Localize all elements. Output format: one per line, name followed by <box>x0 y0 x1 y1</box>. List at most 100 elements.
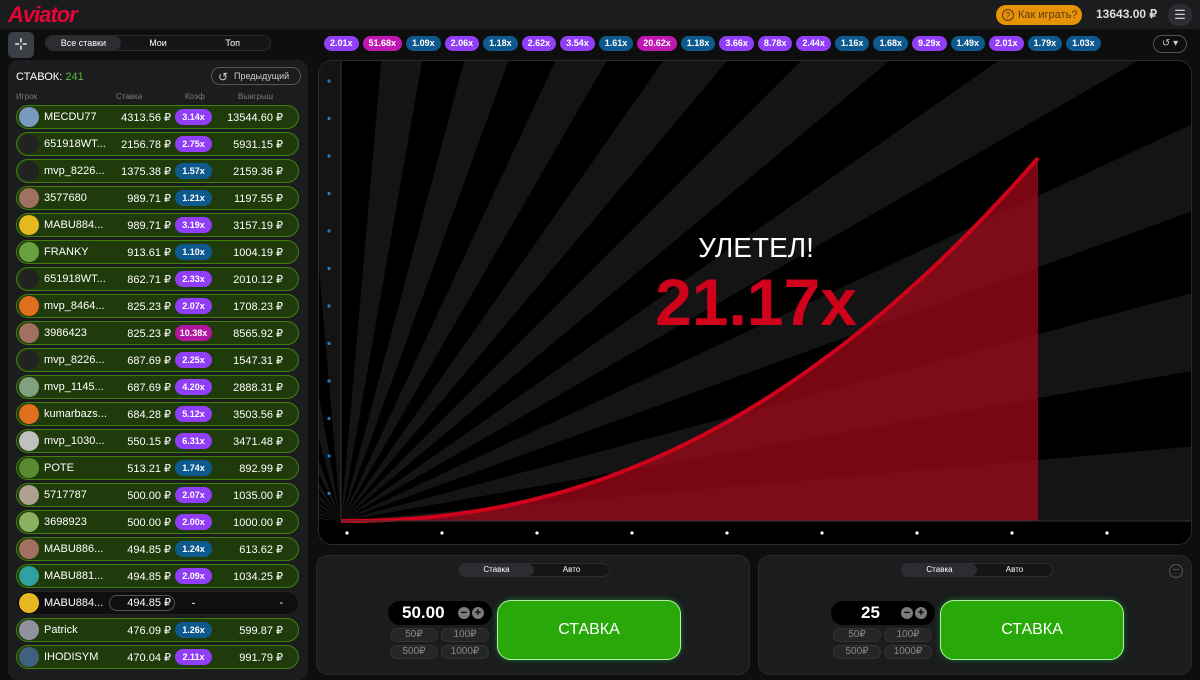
bet-amount-input[interactable]: 50.00 − + <box>388 601 492 625</box>
minus-icon[interactable]: − <box>458 607 470 619</box>
bet-row: 651918WT... 2156.78 ₽ 2.75x 5931.15 ₽ <box>16 132 299 156</box>
history-multiplier[interactable]: 20.62x <box>637 36 677 51</box>
coef-badge: 10.38x <box>175 325 212 341</box>
top-bar: Aviator ? Как играть? 13643.00 ₽ ☰ <box>0 0 1200 30</box>
quick-bet-500[interactable]: 500₽ <box>833 645 881 659</box>
column-player: Игрок <box>16 92 38 101</box>
multiplier-history: 2.01x 51.68x 1.09x 2.06x 1.18x 2.62x 3.54x 1.61… <box>324 36 1149 52</box>
history-multiplier[interactable]: 1.79x <box>1027 36 1063 51</box>
quick-bet-1000[interactable]: 1000₽ <box>884 645 932 659</box>
quick-bet-100[interactable]: 100₽ <box>441 628 489 642</box>
place-bet-button[interactable]: СТАВКА <box>940 600 1124 660</box>
how-to-play-button[interactable]: ? Как играть? <box>996 5 1082 25</box>
y-axis-dot <box>327 341 331 346</box>
player-name: MABU884... <box>44 219 104 231</box>
flew-away-label: УЛЕТЕЛ! <box>698 232 814 263</box>
history-multiplier[interactable]: 51.68x <box>362 36 403 51</box>
avatar <box>19 458 39 478</box>
win-amount: 2159.36 ₽ <box>233 166 283 178</box>
bet-amount: 2156.78 ₽ <box>121 139 171 151</box>
place-bet-button[interactable]: СТАВКА <box>497 600 681 660</box>
tab-top[interactable]: Топ <box>225 38 241 48</box>
hamburger-icon[interactable]: ☰ <box>1168 4 1192 26</box>
avatar <box>19 134 39 154</box>
bet-amount: 825.23 ₽ <box>127 301 171 313</box>
player-name: mvp_8226... <box>44 354 105 366</box>
history-multiplier[interactable]: 1.03x <box>1066 36 1101 51</box>
bet-amount: 494.85 ₽ <box>109 595 175 611</box>
player-name: MABU881... <box>44 570 104 582</box>
player-name: mvp_1030... <box>44 435 105 447</box>
history-multiplier[interactable]: 3.66x <box>719 36 754 51</box>
bet-amount: 989.71 ₽ <box>127 193 171 205</box>
history-multiplier[interactable]: 9.29x <box>911 36 947 51</box>
plus-icon[interactable]: + <box>915 607 927 619</box>
tab-bet[interactable]: Ставка <box>459 564 534 576</box>
quick-bet-500[interactable]: 500₽ <box>390 645 438 659</box>
previous-round-button[interactable]: ↺ Предыдущий <box>211 67 301 85</box>
history-multiplier[interactable]: 2.44x <box>796 36 831 51</box>
history-multiplier[interactable]: 1.68x <box>873 36 908 51</box>
history-multiplier[interactable]: 1.49x <box>950 36 986 51</box>
history-multiplier[interactable]: 1.61x <box>598 36 634 51</box>
history-multiplier[interactable]: 2.62x <box>521 36 557 51</box>
tab-all-bets[interactable]: Все ставки <box>46 36 121 50</box>
background-ray <box>319 460 341 521</box>
history-multiplier[interactable]: 2.06x <box>444 36 480 51</box>
win-amount: 2010.12 ₽ <box>233 274 283 286</box>
remove-panel-icon[interactable]: − <box>1169 564 1183 578</box>
background-ray <box>319 482 341 521</box>
win-amount: 3503.56 ₽ <box>233 409 283 421</box>
bet-row: POTE 513.21 ₽ 1.74x 892.99 ₽ <box>16 456 299 480</box>
tab-auto[interactable]: Авто <box>562 565 581 574</box>
tab-auto[interactable]: Авто <box>1005 565 1024 574</box>
minus-icon[interactable]: − <box>901 607 913 619</box>
history-multiplier[interactable]: 1.16x <box>834 36 870 51</box>
history-multiplier[interactable]: 3.54x <box>560 36 595 51</box>
player-name: 3577680 <box>44 192 87 204</box>
avatar <box>19 350 39 370</box>
bet-row: IHODISYM 470.04 ₽ 2.11x 991.79 ₽ <box>16 645 299 669</box>
avatar <box>19 485 39 505</box>
y-axis-dot <box>327 416 331 421</box>
win-amount: 892.99 ₽ <box>239 463 283 475</box>
tab-bet[interactable]: Ставка <box>902 564 977 576</box>
exit-fullscreen-icon[interactable]: ⊹ <box>8 32 34 58</box>
bet-row: 651918WT... 862.71 ₽ 2.33x 2010.12 ₽ <box>16 267 299 291</box>
bet-row: MECDU77 4313.56 ₽ 3.14x 13544.60 ₽ <box>16 105 299 129</box>
bet-amount: 500.00 ₽ <box>127 490 171 502</box>
tab-my-bets[interactable]: Мои <box>149 38 167 48</box>
avatar <box>19 161 39 181</box>
bet-amount: 494.85 ₽ <box>127 571 171 583</box>
bet-amount: 513.21 ₽ <box>127 463 171 475</box>
win-amount: 3157.19 ₽ <box>233 220 283 232</box>
curve-fill <box>341 158 1038 521</box>
quick-bet-1000[interactable]: 1000₽ <box>441 645 489 659</box>
history-toggle-button[interactable]: ↺ ▾ <box>1153 35 1187 53</box>
history-multiplier[interactable]: 1.18x <box>483 36 518 51</box>
quick-bet-50[interactable]: 50₽ <box>390 628 438 642</box>
avatar <box>19 566 39 586</box>
coef-badge: 2.11x <box>175 649 212 665</box>
history-multiplier[interactable]: 2.01x <box>324 36 359 51</box>
x-axis-dot <box>440 531 444 535</box>
quick-bet-100[interactable]: 100₽ <box>884 628 932 642</box>
avatar <box>19 107 39 127</box>
player-name: kumarbazs... <box>44 408 107 420</box>
coef-badge: 3.14x <box>175 109 212 125</box>
how-to-play-label: Как играть? <box>1018 9 1078 21</box>
quick-bet-50[interactable]: 50₽ <box>833 628 881 642</box>
plus-icon[interactable]: + <box>472 607 484 619</box>
bets-count: СТАВОК: 241 <box>16 71 84 83</box>
bet-amount-input[interactable]: 25 − + <box>831 601 935 625</box>
bet-amount: 687.69 ₽ <box>127 355 171 367</box>
history-multiplier[interactable]: 8.78x <box>757 36 793 51</box>
history-multiplier[interactable]: 1.09x <box>406 36 441 51</box>
coef-badge: 2.33x <box>175 271 212 287</box>
bet-row: 5717787 500.00 ₽ 2.07x 1035.00 ₽ <box>16 483 299 507</box>
history-icon: ↺ <box>218 70 229 84</box>
coef-badge: 5.12x <box>175 406 212 422</box>
history-multiplier[interactable]: 2.01x <box>989 36 1024 51</box>
flight-curve <box>340 156 1040 523</box>
history-multiplier[interactable]: 1.18x <box>680 36 716 51</box>
